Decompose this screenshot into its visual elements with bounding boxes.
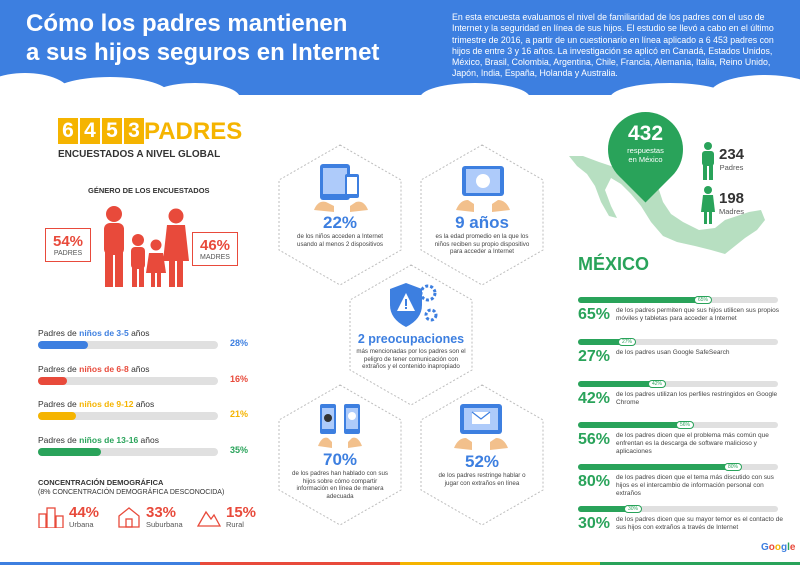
mountain-icon bbox=[197, 510, 221, 527]
padres-percent-box: 54% PADRES bbox=[45, 228, 91, 262]
age-bar-fill bbox=[38, 448, 101, 456]
father-icon bbox=[702, 142, 714, 180]
global-subtitle: ENCUESTADOS A NIVEL GLOBAL bbox=[58, 149, 221, 160]
age-bar bbox=[38, 448, 218, 456]
tablet-message-icon bbox=[454, 404, 508, 450]
age-value: 16% bbox=[229, 374, 248, 384]
mexico-madres-stat: 198 Madres bbox=[719, 190, 745, 216]
stat-bar-fill: 65% bbox=[578, 296, 712, 304]
stat-bar-fill: 42% bbox=[578, 380, 666, 388]
age-value: 28% bbox=[229, 338, 248, 348]
stat-bar-fill: 80% bbox=[578, 463, 742, 471]
hex-restrict: 52% de los padres restringe hablar o jug… bbox=[438, 452, 526, 487]
age-row-9-12: Padres de niños de 9-12 años 21% bbox=[38, 399, 248, 420]
demographics-subtitle: (8% CONCENTRACIÓN DEMOGRÁFICA DESCONOCID… bbox=[38, 489, 225, 496]
age-row-3-5: Padres de niños de 3-5 años 28% bbox=[38, 328, 248, 349]
mexico-map bbox=[569, 156, 765, 254]
shield-warning-icon bbox=[390, 283, 438, 327]
suburb-house-icon bbox=[118, 507, 140, 528]
age-bar bbox=[38, 412, 218, 420]
intro-text: En esta encuesta evaluamos el nivel de f… bbox=[452, 12, 774, 79]
age-row-6-8: Padres de niños de 6-8 años 16% bbox=[38, 364, 248, 385]
age-bar-fill bbox=[38, 412, 76, 420]
padres-word: PADRES bbox=[144, 118, 243, 145]
bottom-stripe bbox=[200, 562, 400, 565]
gender-title: GÉNERO DE LOS ENCUESTADOS bbox=[88, 186, 210, 195]
bottom-stripe bbox=[600, 562, 800, 565]
family-illustration bbox=[104, 206, 189, 287]
city-icon bbox=[38, 507, 64, 528]
demographic-urban: 44% Urbana bbox=[38, 505, 99, 529]
stat-bar-fill: 30% bbox=[578, 505, 642, 513]
bottom-stripe bbox=[0, 562, 200, 565]
count-digit: 5 bbox=[102, 118, 122, 144]
responses-badge: 432 respuestas en México bbox=[627, 122, 664, 164]
stat-bar-fill: 56% bbox=[578, 421, 694, 429]
age-row-13-16: Padres de niños de 13-16 años 35% bbox=[38, 435, 248, 456]
age-bar bbox=[38, 377, 218, 385]
phones-bug-icon bbox=[318, 404, 362, 448]
mexico-padres-stat: 234 Padres bbox=[719, 146, 745, 172]
count-digit: 4 bbox=[80, 118, 100, 144]
age-value: 35% bbox=[229, 445, 248, 455]
tablet-chat-icon bbox=[456, 166, 510, 212]
header-banner: Cómo los padres mantienen a sus hijos se… bbox=[0, 0, 800, 95]
count-digit: 6 bbox=[58, 118, 78, 144]
demographic-suburban: 33% Suburbana bbox=[117, 505, 183, 529]
mexico-title: MÉXICO bbox=[578, 254, 650, 274]
bottom-stripe bbox=[400, 562, 600, 565]
respondent-count: 6 4 5 3 bbox=[58, 118, 144, 144]
tablet-phone-icon bbox=[314, 164, 368, 212]
age-bar-fill bbox=[38, 377, 67, 385]
age-value: 21% bbox=[229, 409, 248, 419]
hex-average-age: 9 años es la edad promedio en la que los… bbox=[434, 213, 530, 255]
demographics-title: CONCENTRACIÓN DEMOGRÁFICA bbox=[38, 478, 164, 487]
hex-devices: 22% de los niños acceden a Internet usan… bbox=[297, 213, 383, 248]
count-digit: 3 bbox=[124, 118, 144, 144]
hex-talked: 70% de los padres han hablado con sus hi… bbox=[292, 450, 388, 500]
age-bar bbox=[38, 341, 218, 349]
hex-concerns: 2 preocupaciones más mencionadas por los… bbox=[356, 332, 466, 370]
google-logo: Google bbox=[761, 542, 796, 553]
stat-bar-fill: 27% bbox=[578, 338, 636, 346]
age-bar-fill bbox=[38, 341, 89, 349]
page-title: Cómo los padres mantienen a sus hijos se… bbox=[26, 10, 380, 66]
madres-percent-box: 46% MADRES bbox=[192, 232, 238, 266]
mother-icon bbox=[701, 186, 715, 224]
demographic-rural: 15% Rural bbox=[197, 505, 256, 529]
